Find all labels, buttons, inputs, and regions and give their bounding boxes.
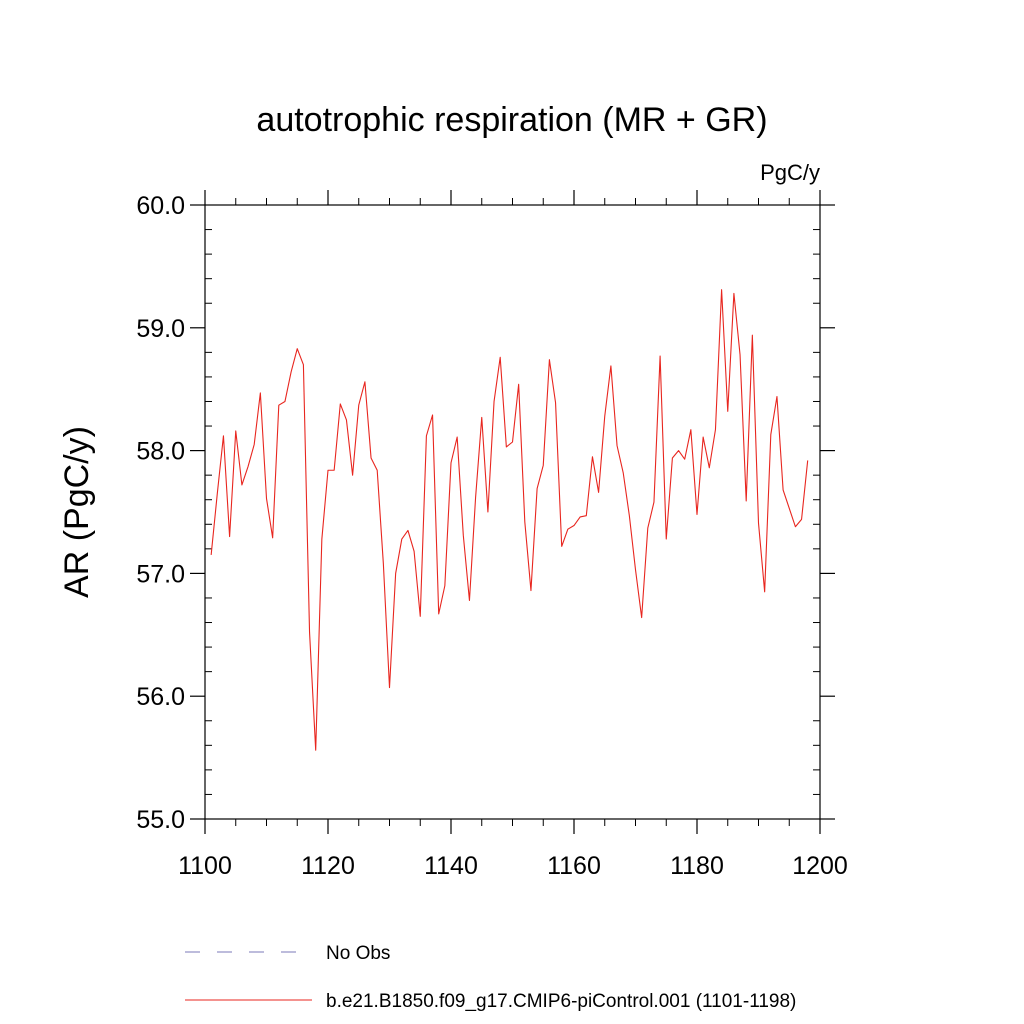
series-layer [210, 289, 809, 751]
legend: No Obs b.e21.B1850.f09_g17.CMIP6-piContro… [185, 943, 796, 1012]
plot-frame [204, 204, 821, 820]
axes: 1100 1120 1140 1160 1180 1200 55.0 56.0 57.0 58.0… [136, 190, 848, 880]
x-tick-label: 1120 [301, 852, 355, 880]
y-tick-label: 58.0 [136, 438, 185, 466]
x-tick-label: 1200 [792, 852, 848, 880]
legend-label-0: No Obs [326, 943, 390, 964]
x-tick-label: 1180 [670, 852, 724, 880]
x-tick-label: 1140 [424, 852, 478, 880]
x-tick-label: 1160 [547, 852, 601, 880]
x-tick-label: 1100 [178, 852, 232, 880]
y-tick-label: 59.0 [136, 315, 185, 343]
units-label: PgC/y [760, 160, 820, 185]
legend-label-1: b.e21.B1850.f09_g17.CMIP6-piControl.001 … [326, 991, 796, 1012]
y-tick-label: 60.0 [136, 192, 185, 220]
y-axis-label: AR (PgC/y) [58, 426, 96, 598]
chart-title: autotrophic respiration (MR + GR) [256, 101, 767, 139]
y-tick-label: 56.0 [136, 683, 185, 711]
y-tick-label: 57.0 [136, 560, 185, 588]
series-line [210, 289, 809, 751]
y-tick-label: 55.0 [136, 806, 185, 834]
